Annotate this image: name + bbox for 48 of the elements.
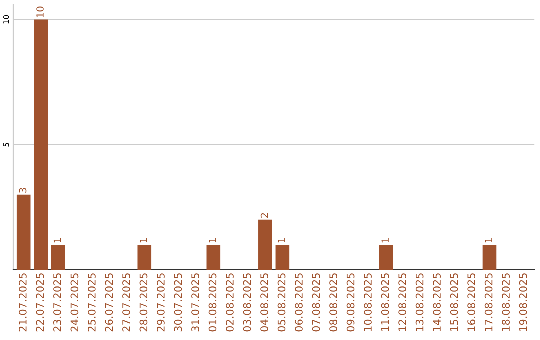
x-tick-label: 23.07.2025 bbox=[54, 274, 62, 332]
x-tick-label: 30.07.2025 bbox=[174, 274, 182, 332]
x-tick-label: 07.08.2025 bbox=[312, 274, 320, 332]
x-tick-label: 17.08.2025 bbox=[484, 274, 493, 332]
x-tick-label: 15.08.2025 bbox=[450, 274, 458, 332]
x-tick-label: 04.08.2025 bbox=[260, 274, 268, 332]
bar bbox=[34, 20, 48, 270]
x-tick-label: 14.08.2025 bbox=[433, 274, 441, 332]
x-tick-label: 05.08.2025 bbox=[278, 274, 286, 332]
x-tick-label: 21.07.2025 bbox=[18, 274, 27, 332]
data-label: 1 bbox=[140, 238, 148, 243]
x-tick-label: 13.08.2025 bbox=[416, 274, 424, 332]
x-tick-label: 12.08.2025 bbox=[398, 274, 406, 332]
x-tick-label: 18.08.2025 bbox=[502, 274, 510, 332]
x-tick-label: 10.08.2025 bbox=[364, 274, 372, 332]
bar bbox=[206, 244, 221, 270]
x-tick-label: 27.07.2025 bbox=[122, 274, 130, 332]
bar bbox=[258, 220, 272, 270]
bar bbox=[276, 244, 290, 270]
x-tick-label: 31.07.2025 bbox=[192, 274, 200, 332]
bar bbox=[138, 244, 152, 270]
bar bbox=[16, 194, 31, 270]
data-label: 2 bbox=[260, 213, 268, 218]
x-tick-label: 19.08.2025 bbox=[519, 274, 528, 332]
x-tick-label: 01.08.2025 bbox=[208, 274, 217, 332]
x-tick-label: 16.08.2025 bbox=[468, 274, 476, 332]
data-label: 3 bbox=[19, 188, 27, 193]
data-label: 1 bbox=[382, 238, 389, 243]
x-tick-label: 26.07.2025 bbox=[105, 274, 114, 332]
x-tick-label: 29.07.2025 bbox=[157, 274, 165, 332]
x-tick-label: 02.08.2025 bbox=[226, 274, 234, 332]
x-tick-label: 25.07.2025 bbox=[88, 274, 96, 332]
bar bbox=[51, 244, 66, 270]
bar bbox=[482, 244, 497, 270]
x-tick-label: 08.08.2025 bbox=[330, 274, 338, 332]
data-label: 1 bbox=[54, 238, 62, 243]
x-tick-label: 22.07.2025 bbox=[36, 274, 44, 332]
data-label: 1 bbox=[209, 238, 216, 243]
x-tick-label: 03.08.2025 bbox=[243, 274, 252, 332]
bar bbox=[379, 244, 394, 270]
x-tick-label: 06.08.2025 bbox=[295, 274, 303, 332]
data-label: 1 bbox=[485, 238, 492, 243]
data-label: 1 bbox=[278, 238, 286, 243]
data-label: 10 bbox=[36, 6, 44, 18]
x-tick-label: 28.07.2025 bbox=[140, 274, 148, 332]
x-tick-label: 24.07.2025 bbox=[70, 274, 79, 332]
x-tick-label: 09.08.2025 bbox=[346, 274, 355, 332]
x-tick-label: 11.08.2025 bbox=[381, 274, 390, 332]
